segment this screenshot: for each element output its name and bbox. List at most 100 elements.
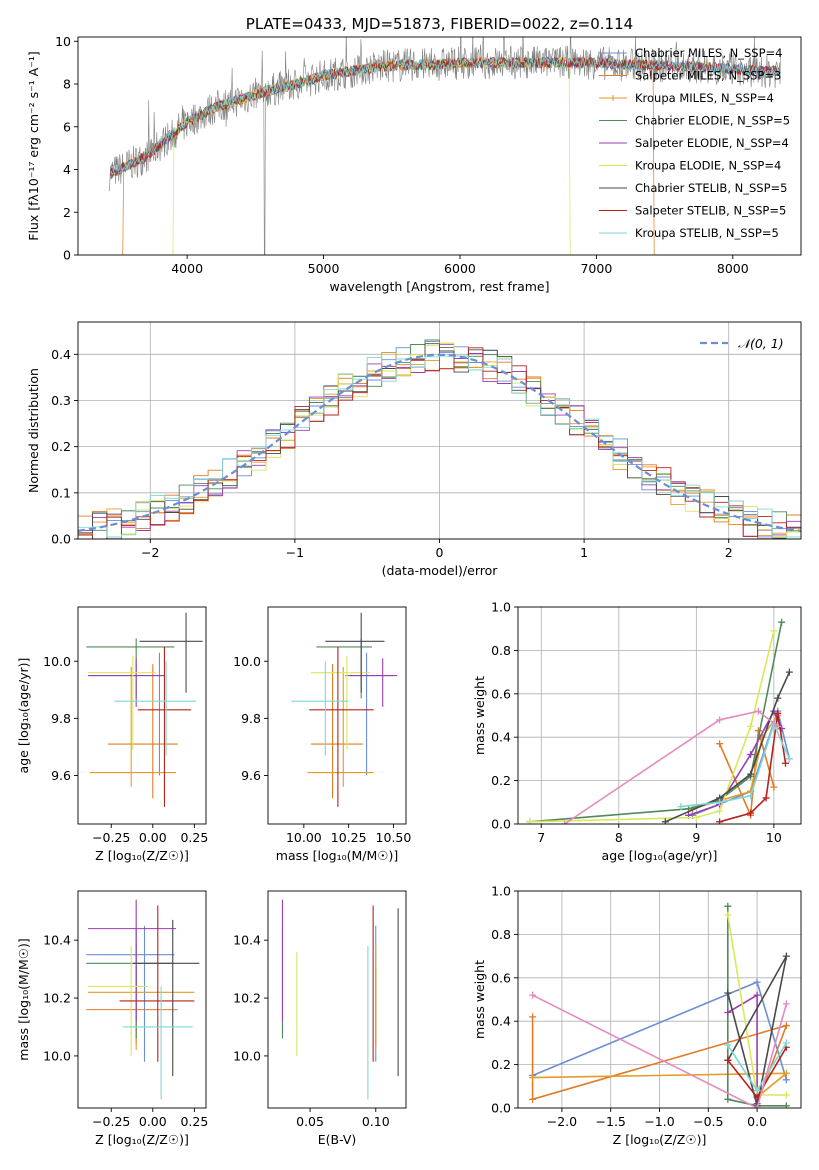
x-tick-label: 7 bbox=[537, 830, 545, 845]
panel-age-vs-Z: −0.25 0.00 0.25 9.6 9.8 10.0 Z [log₁₀(Z/Z☉)] ag… bbox=[16, 606, 208, 863]
x-tick-label: 4000 bbox=[171, 261, 203, 276]
model-spectrum bbox=[110, 55, 779, 175]
panel-age-vs-mass: 10.00 10.25 10.50 9.6 9.8 10.0 mass [log₁₀(M/M… bbox=[233, 606, 412, 863]
x-tick-label: 0.10 bbox=[362, 1114, 390, 1129]
axes-frame bbox=[267, 606, 407, 825]
weight-marker bbox=[782, 952, 790, 960]
plot-area-spectrum bbox=[109, 37, 781, 255]
x-axis-label: wavelength [Angstrom, rest frame] bbox=[329, 279, 549, 294]
weight-marker bbox=[782, 1000, 790, 1008]
x-tick-label: 10.50 bbox=[376, 830, 412, 845]
y-tick-label: 9.8 bbox=[51, 711, 71, 726]
y-tick-label: 10 bbox=[55, 34, 71, 49]
panel-spectrum: 4000 5000 6000 7000 8000 0 2 4 6 8 10 wavelength [A… bbox=[26, 15, 802, 294]
y-tick-label: 0.0 bbox=[491, 817, 511, 832]
weight-marker bbox=[782, 1076, 790, 1084]
x-tick-label: 0.00 bbox=[139, 830, 167, 845]
y-tick-label: 2 bbox=[63, 205, 71, 220]
x-tick-label: 1 bbox=[580, 545, 588, 560]
x-tick-label: 10.25 bbox=[331, 830, 367, 845]
x-axis-label: Z [log₁₀(Z/Z☉)] bbox=[95, 1132, 189, 1147]
x-axis-label: Z [log₁₀(Z/Z☉)] bbox=[95, 848, 189, 863]
y-tick-label: 1.0 bbox=[491, 884, 511, 899]
weight-marker bbox=[724, 989, 732, 997]
plot-area-mass-vs-ebv bbox=[281, 899, 399, 1100]
legend-label: Chabrier ELODIE, N_SSP=5 bbox=[635, 114, 790, 128]
weight-marker bbox=[770, 783, 778, 791]
y-tick-label: 10.2 bbox=[43, 991, 71, 1006]
normal-curve bbox=[78, 353, 801, 532]
weight-marker bbox=[724, 1056, 732, 1064]
axes-frame bbox=[517, 606, 802, 825]
y-axis-label: age [log₁₀(age/yr)] bbox=[16, 658, 31, 774]
weight-marker bbox=[724, 1095, 732, 1103]
weight-marker bbox=[677, 803, 685, 811]
panel-mass-weight-vs-Z: −2.0 −1.5 −1.0 −0.5 0.0 0.0 0.2 0.4 0.6 0.8 1.0 Z [… bbox=[472, 884, 802, 1147]
weight-marker bbox=[529, 1074, 537, 1082]
legend-label: Chabrier MILES, N_SSP=4 bbox=[635, 46, 782, 60]
y-tick-label: 1.0 bbox=[491, 600, 511, 615]
weight-marker bbox=[747, 770, 755, 778]
plot-area-age-vs-mass bbox=[291, 612, 398, 807]
weight-marker bbox=[753, 1104, 761, 1108]
y-tick-label: 0.2 bbox=[51, 439, 71, 454]
y-axis-label: mass weight bbox=[472, 960, 487, 1039]
y-tick-label: 10.0 bbox=[43, 1048, 71, 1063]
plot-area-age-vs-Z bbox=[86, 612, 203, 807]
weight-line bbox=[718, 730, 775, 816]
x-axis-label: age [log₁₀(age/yr)] bbox=[602, 848, 718, 863]
weight-marker bbox=[778, 618, 786, 626]
weight-marker bbox=[747, 751, 755, 759]
weight-line bbox=[664, 671, 791, 823]
y-tick-label: 0.0 bbox=[491, 1101, 511, 1116]
axes-frame bbox=[267, 890, 407, 1109]
weight-marker bbox=[716, 818, 724, 824]
weight-marker bbox=[716, 807, 724, 815]
x-tick-label: 7000 bbox=[580, 261, 612, 276]
weight-marker bbox=[782, 1022, 790, 1030]
y-tick-label: 0.3 bbox=[51, 393, 71, 408]
legend-label: Salpeter STELIB, N_SSP=5 bbox=[635, 204, 786, 218]
axes-frame bbox=[77, 606, 207, 825]
chart-title: PLATE=0433, MJD=51873, FIBERID=0022, z=0… bbox=[246, 15, 633, 33]
y-tick-label: 0.4 bbox=[491, 1014, 511, 1029]
x-tick-label: 0.0 bbox=[747, 1114, 767, 1129]
x-axis-label: (data-model)/error bbox=[382, 563, 499, 578]
weight-marker bbox=[770, 627, 778, 635]
y-tick-label: 6 bbox=[63, 119, 71, 134]
weight-marker bbox=[526, 818, 534, 824]
y-tick-label: 0.6 bbox=[491, 970, 511, 985]
residual-histogram bbox=[78, 343, 801, 539]
weight-marker bbox=[754, 727, 762, 735]
x-tick-label: 8000 bbox=[717, 261, 749, 276]
x-tick-label: 0.25 bbox=[180, 1114, 208, 1129]
y-tick-label: 0.8 bbox=[491, 927, 511, 942]
y-tick-label: 8 bbox=[63, 77, 71, 92]
weight-marker bbox=[782, 1069, 790, 1077]
weight-marker bbox=[724, 1041, 732, 1049]
legend-label: Kroupa ELODIE, N_SSP=4 bbox=[635, 159, 781, 173]
model-spectrum bbox=[110, 56, 779, 176]
panel-mass-vs-Z: −0.25 0.00 0.25 10.0 10.2 10.4 Z [log₁₀(Z/Z☉)]… bbox=[16, 890, 208, 1147]
y-tick-label: 0.8 bbox=[491, 643, 511, 658]
weight-marker bbox=[785, 755, 793, 763]
weight-marker bbox=[781, 759, 789, 767]
residual-histogram bbox=[78, 347, 801, 539]
x-tick-label: 0.25 bbox=[180, 830, 208, 845]
weight-line bbox=[727, 955, 788, 1107]
x-tick-label: −1.0 bbox=[644, 1114, 674, 1129]
weight-marker bbox=[561, 820, 569, 824]
weight-marker bbox=[774, 709, 782, 717]
x-tick-label: 0.05 bbox=[296, 1114, 324, 1129]
weight-marker bbox=[529, 1095, 537, 1103]
plot-area-mass-vs-Z bbox=[86, 899, 200, 1100]
weight-marker bbox=[747, 792, 755, 800]
axes-frame bbox=[77, 36, 802, 256]
y-tick-label: 0 bbox=[63, 248, 71, 263]
plot-area-mass-weight-vs-Z bbox=[529, 902, 790, 1108]
x-tick-label: 10.00 bbox=[286, 830, 322, 845]
y-tick-label: 10.0 bbox=[43, 654, 71, 669]
plot-area-residuals bbox=[78, 339, 801, 539]
y-tick-label: 10.0 bbox=[233, 1048, 261, 1063]
